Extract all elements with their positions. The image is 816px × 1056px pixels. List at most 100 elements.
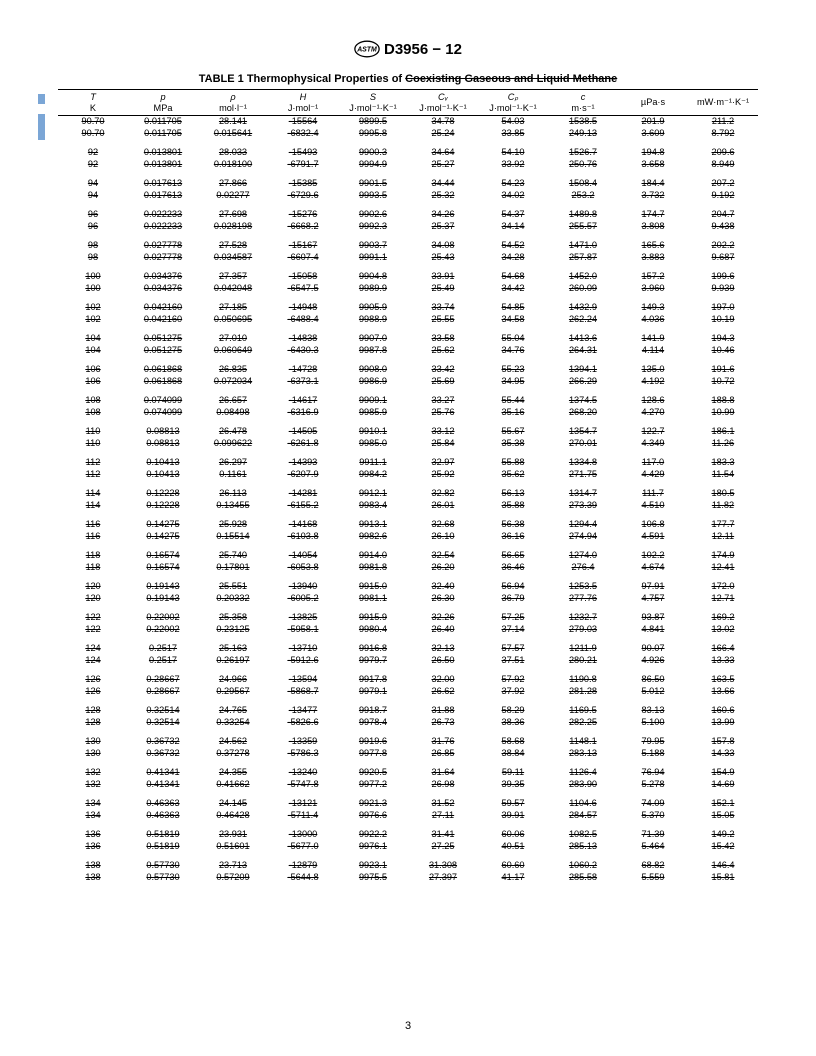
table-cell: 174.7 (618, 209, 688, 221)
table-row: 920.01380128.033-154939900.334.6454.1015… (58, 147, 758, 159)
table-cell: -14281 (268, 488, 338, 500)
table-cell: 54.52 (478, 240, 548, 252)
table-cell: 0.034376 (128, 271, 198, 283)
table-row: 1320.413410.41662-5747.89977.226.9839.35… (58, 779, 758, 791)
table-cell: 27.698 (198, 209, 268, 221)
table-cell: 11.82 (688, 500, 758, 512)
table-cell: 27.010 (198, 333, 268, 345)
table-cell: 1413.6 (548, 333, 618, 345)
table-cell: 9976.6 (338, 810, 408, 822)
table-cell: 9986.9 (338, 376, 408, 388)
table-cell: 24.966 (198, 674, 268, 686)
table-cell: 194.3 (688, 333, 758, 345)
table-cell: -6607.4 (268, 252, 338, 264)
table-cell: 0.12228 (128, 488, 198, 500)
group-gap (58, 294, 758, 302)
table-row: 1280.325140.33254-5826.69978.426.7338.36… (58, 717, 758, 729)
table-cell: 0.013801 (128, 159, 198, 171)
table-cell: -14168 (268, 519, 338, 531)
table-cell: 0.14275 (128, 531, 198, 543)
table-cell: 177.7 (688, 519, 758, 531)
table-cell: 102 (58, 302, 128, 314)
column-header: CᵥJ·mol⁻¹·K⁻¹ (408, 90, 478, 116)
table-cell: 1508.4 (548, 178, 618, 190)
table-cell: 54.68 (478, 271, 548, 283)
table-cell: 0.37278 (198, 748, 268, 760)
table-row: 1000.03437627.357-150589904.833.9154.681… (58, 271, 758, 283)
group-gap (58, 449, 758, 457)
table-cell: 112 (58, 469, 128, 481)
table-row: 1140.1222826.113-142819912.132.8256.1313… (58, 488, 758, 500)
table-cell: 0.51601 (198, 841, 268, 853)
table-cell: 8.792 (688, 128, 758, 140)
table-cell: 0.17801 (198, 562, 268, 574)
table-cell: 152.1 (688, 798, 758, 810)
table-cell: 93.87 (618, 612, 688, 624)
table-cell: 36.79 (478, 593, 548, 605)
table-cell: 5.100 (618, 717, 688, 729)
table-cell: 0.060649 (198, 345, 268, 357)
table-cell: 26.10 (408, 531, 478, 543)
table-cell: -6316.9 (268, 407, 338, 419)
table-cell: 0.57209 (198, 872, 268, 884)
table-cell: 194.8 (618, 147, 688, 159)
table-cell: 117.0 (618, 457, 688, 469)
table-cell: 124 (58, 643, 128, 655)
table-cell: 55.04 (478, 333, 548, 345)
table-cell: 26.40 (408, 624, 478, 636)
table-row: 1200.191430.20332-6005.29981.126.3036.79… (58, 593, 758, 605)
table-cell: 0.015641 (198, 128, 268, 140)
table-cell: 25.76 (408, 407, 478, 419)
table-cell: 122.7 (618, 426, 688, 438)
table-cell: 0.013801 (128, 147, 198, 159)
group-gap (58, 232, 758, 240)
table-cell: 0.018100 (198, 159, 268, 171)
table-row: 1020.04216027.185-149489905.933.7454.851… (58, 302, 758, 314)
table-cell: 9916.8 (338, 643, 408, 655)
table-cell: 59.57 (478, 798, 548, 810)
table-cell: -6053.8 (268, 562, 338, 574)
caption-prefix: TABLE 1 Thermophysical Properties of (199, 73, 405, 85)
table-cell: 25.551 (198, 581, 268, 593)
table-cell: 10.46 (688, 345, 758, 357)
table-row: 1100.0881326.478-145059910.133.1255.6713… (58, 426, 758, 438)
table-row: 1100.088130.099622-6261.89985.025.8435.3… (58, 438, 758, 450)
table-row: 1120.1041326.297-143939911.132.9755.8813… (58, 457, 758, 469)
table-cell: 9976.1 (338, 841, 408, 853)
table-cell: 0.22002 (128, 612, 198, 624)
table-cell: 27.528 (198, 240, 268, 252)
table-cell: 0.46363 (128, 810, 198, 822)
table-cell: 0.034587 (198, 252, 268, 264)
table-cell: 163.5 (688, 674, 758, 686)
table-cell: 1538.5 (548, 116, 618, 128)
table-cell: 1452.0 (548, 271, 618, 283)
table-cell: 134 (58, 798, 128, 810)
table-cell: 25.43 (408, 252, 478, 264)
table-cell: -15058 (268, 271, 338, 283)
table-row: 1020.0421600.050695-6488.49988.925.5534.… (58, 314, 758, 326)
table-cell: -13000 (268, 829, 338, 841)
table-cell: 0.034376 (128, 283, 198, 295)
table-cell: 96 (58, 209, 128, 221)
table-cell: 149.3 (618, 302, 688, 314)
table-cell: 37.51 (478, 655, 548, 667)
table-cell: 10.99 (688, 407, 758, 419)
table-cell: 250.76 (548, 159, 618, 171)
table-cell: 34.78 (408, 116, 478, 128)
table-cell: 166.4 (688, 643, 758, 655)
table-cell: -14054 (268, 550, 338, 562)
table-row: 1360.518190.51601-5677.09976.127.2540.51… (58, 841, 758, 853)
table-cell: 130 (58, 736, 128, 748)
column-header: µPa·s (618, 90, 688, 116)
table-cell: 25.928 (198, 519, 268, 531)
table-cell: 0.042160 (128, 302, 198, 314)
table-cell: 94 (58, 178, 128, 190)
table-cell: 157.8 (688, 736, 758, 748)
table-cell: 1104.6 (548, 798, 618, 810)
table-cell: -13477 (268, 705, 338, 717)
table-cell: 39.35 (478, 779, 548, 791)
table-cell: 132 (58, 767, 128, 779)
table-cell: 9979.1 (338, 686, 408, 698)
group-gap (58, 573, 758, 581)
table-cell: 4.926 (618, 655, 688, 667)
